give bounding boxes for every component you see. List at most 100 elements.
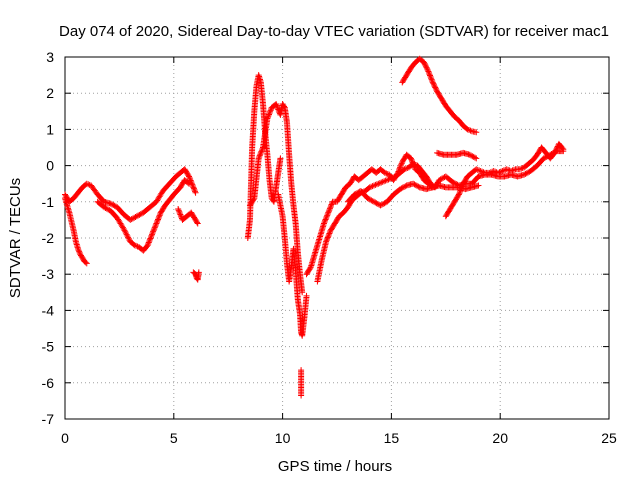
x-tick-label: 25 [601, 430, 617, 446]
y-tick-label: 2 [46, 85, 54, 101]
data-point-marker [544, 153, 551, 160]
y-tick-label: 3 [46, 49, 54, 65]
data-point-marker [157, 211, 164, 218]
data-point-marker [401, 166, 408, 173]
data-point-marker [470, 153, 477, 160]
data-point-marker [132, 214, 139, 221]
data-point-marker [354, 190, 361, 197]
data-point-marker [473, 155, 480, 162]
series-arc11 [344, 180, 482, 209]
data-point-marker [547, 151, 554, 158]
series-arc8 [275, 191, 310, 339]
data-point-marker [455, 192, 462, 199]
data-point-marker [422, 62, 429, 69]
data-point-marker [380, 200, 387, 207]
data-point-marker [398, 161, 405, 168]
data-point-marker [256, 154, 263, 161]
data-point-marker [424, 65, 431, 72]
data-point-marker [303, 292, 310, 299]
data-point-marker [75, 245, 82, 252]
data-point-marker [75, 247, 82, 254]
data-point-marker [412, 182, 419, 189]
data-point-marker [323, 215, 330, 222]
x-tick-label: 5 [170, 430, 178, 446]
data-point-marker [425, 68, 432, 75]
data-point-marker [327, 204, 334, 211]
y-tick-label: -7 [42, 411, 55, 427]
y-tick-label: -1 [42, 194, 55, 210]
data-point-marker [402, 183, 409, 190]
data-point-marker [267, 107, 274, 114]
data-point-marker [136, 211, 143, 218]
data-point-marker [175, 206, 182, 213]
data-point-marker [76, 248, 83, 255]
data-point-marker [431, 83, 438, 90]
data-point-marker [401, 183, 408, 190]
data-point-marker [256, 152, 263, 159]
data-point-marker [145, 240, 152, 247]
data-point-marker [458, 186, 465, 193]
data-point-marker [499, 168, 506, 175]
data-point-marker [464, 126, 471, 133]
data-point-marker [430, 81, 437, 88]
data-point-marker [467, 127, 474, 134]
data-point-marker [449, 178, 456, 185]
data-point-marker [473, 166, 480, 173]
data-point-marker [131, 214, 138, 221]
data-point-marker [369, 198, 376, 205]
data-point-marker [122, 228, 129, 235]
data-point-marker [326, 205, 333, 212]
y-tick-labels: -7 -6 -5 -4 -3 -2 -1 0 1 2 3 [42, 49, 55, 427]
data-point-marker [415, 183, 422, 190]
data-point-marker [397, 164, 404, 171]
data-point-marker [187, 176, 194, 183]
data-point-marker [192, 189, 199, 196]
data-point-marker [186, 174, 193, 181]
data-point-marker [381, 200, 388, 207]
data-points [62, 55, 567, 399]
data-point-marker [298, 392, 305, 399]
data-point-marker [542, 154, 549, 161]
axis-ticks [64, 56, 610, 420]
data-point-marker [459, 182, 466, 189]
data-point-marker [109, 201, 116, 208]
data-point-marker [324, 212, 331, 219]
y-tick-label: -4 [42, 302, 55, 318]
data-point-marker [320, 220, 327, 227]
data-point-marker [328, 202, 335, 209]
data-point-marker [458, 184, 465, 191]
data-point-marker [382, 177, 389, 184]
data-point-marker [378, 179, 385, 186]
data-point-marker [133, 213, 140, 220]
data-point-marker [326, 230, 333, 237]
data-point-marker [83, 180, 90, 187]
data-point-marker [147, 234, 154, 241]
data-point-marker [152, 223, 159, 230]
data-point-marker [372, 199, 379, 206]
series-arc5 [190, 269, 202, 283]
series-arc15 [475, 148, 567, 180]
data-point-marker [398, 160, 405, 167]
chart-title: Day 074 of 2020, Sidereal Day-to-day VTE… [59, 23, 609, 40]
series-arc6 [244, 72, 284, 241]
data-point-marker [436, 177, 443, 184]
data-point-marker [259, 145, 266, 152]
data-point-marker [466, 127, 473, 134]
data-point-marker [150, 227, 157, 234]
data-point-marker [149, 230, 156, 237]
data-point-marker [103, 205, 110, 212]
data-point-marker [322, 217, 329, 224]
y-tick-label: -2 [42, 230, 55, 246]
data-point-marker [137, 211, 144, 218]
data-point-marker [257, 151, 264, 158]
data-point-marker [552, 148, 559, 155]
data-point-marker [373, 181, 380, 188]
data-point-marker [107, 200, 114, 207]
data-point-marker [428, 75, 435, 82]
data-point-marker [133, 242, 140, 249]
data-point-marker [273, 101, 280, 108]
data-point-marker [427, 73, 434, 80]
y-tick-label: -3 [42, 266, 55, 282]
data-point-marker [370, 182, 377, 189]
data-point-marker [423, 64, 430, 71]
